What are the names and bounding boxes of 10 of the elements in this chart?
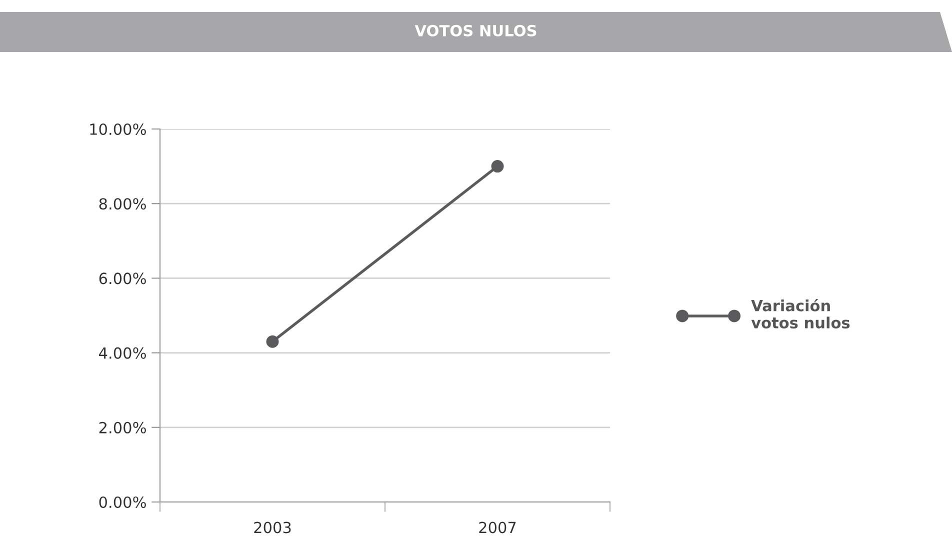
y-tick-label: 10.00%	[90, 123, 146, 136]
x-tick-label: 2007	[479, 522, 516, 534]
y-tick-label: 6.00%	[99, 272, 146, 284]
y-tick-label: 8.00%	[99, 198, 146, 210]
x-tick-label: 2003	[254, 522, 291, 534]
y-tick-label: 4.00%	[99, 347, 146, 359]
legend-label: Variación votos nulos	[751, 298, 850, 328]
y-tick-label: 2.00%	[99, 422, 146, 434]
y-tick-label: 0.00%	[99, 496, 146, 508]
chart-title: VOTOS NULOS	[414, 24, 536, 36]
